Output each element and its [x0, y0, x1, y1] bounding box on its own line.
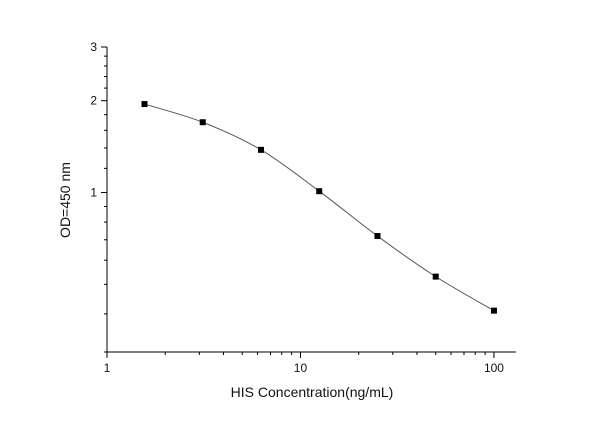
x-tick-label: 100	[484, 361, 504, 375]
data-point	[316, 188, 323, 195]
data-point	[199, 119, 206, 126]
fit-curve	[144, 103, 495, 312]
y-axis-title: OD=450 nm	[57, 162, 73, 238]
x-tick-label: 1	[104, 361, 111, 375]
x-tick-label: 10	[294, 361, 308, 375]
y-tick-label: 1	[90, 186, 97, 200]
axes: 1 10 100 1 2 3	[90, 40, 516, 375]
data-point	[257, 146, 264, 153]
y-tick-label: 3	[90, 40, 97, 54]
data-point	[141, 101, 148, 108]
x-axis-title: HIS Concentration(ng/mL)	[231, 384, 394, 400]
y-tick-label: 2	[90, 94, 97, 108]
data-points-layer	[141, 101, 497, 314]
data-point	[432, 273, 439, 280]
data-point	[490, 307, 497, 314]
data-point	[374, 233, 381, 240]
fit-curve-layer	[144, 103, 495, 312]
